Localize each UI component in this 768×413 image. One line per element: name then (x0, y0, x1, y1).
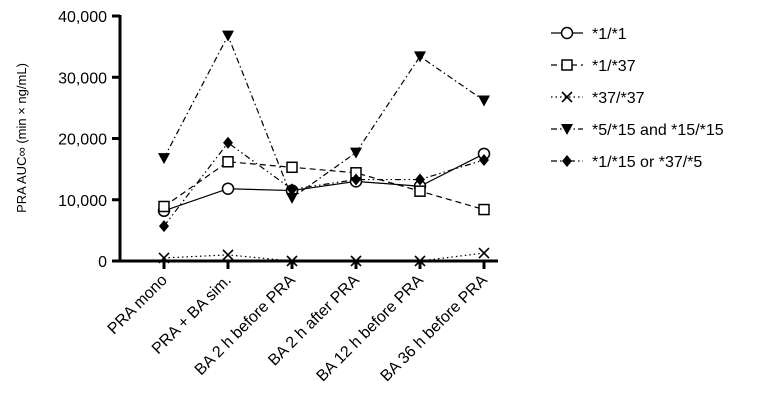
legend-label: *37/*37 (592, 90, 645, 107)
legend-label: *5/*15 and *15/*15 (592, 122, 724, 139)
legend-label: *1/*1 (592, 26, 627, 43)
legend-item: *37/*37 (551, 90, 645, 107)
legend-marker (562, 155, 572, 167)
series-5 (159, 136, 489, 233)
series-1 (157, 147, 491, 218)
y-tick-label: 10,000 (58, 193, 107, 210)
y-tick-label: 20,000 (58, 132, 107, 149)
legend-item: *1/*37 (551, 58, 636, 75)
legend: *1/*1 *1/*37 *37/*37 *5/*15 and *15/*15 *1/*… (551, 26, 724, 171)
data-point (350, 255, 362, 267)
series-line (163, 34, 485, 199)
data-point (223, 136, 233, 149)
series-line (163, 141, 485, 227)
data-point (415, 173, 425, 186)
y-tick-label: 30,000 (58, 70, 107, 87)
series-2 (158, 156, 490, 216)
legend-item: *1/*15 or *37/*5 (551, 154, 702, 171)
legend-marker (561, 124, 573, 135)
y-tick-label: 40,000 (58, 9, 107, 26)
data-point (158, 252, 170, 264)
x-tick-label: BA 36 h before PRA (378, 272, 492, 386)
data-point (478, 247, 490, 259)
data-point (222, 249, 234, 261)
data-point (414, 255, 426, 267)
legend-item: *1/*1 (551, 26, 627, 43)
x-tick-label: PRA mono (105, 272, 171, 338)
legend-marker (560, 26, 574, 40)
legend-label: *1/*37 (592, 58, 636, 75)
series-line (163, 153, 485, 212)
data-point (287, 183, 297, 196)
y-tick-labels: 0 10,000 20,000 30,000 40,000 (58, 9, 107, 271)
legend-label: *1/*15 or *37/*5 (592, 154, 702, 171)
data-point (286, 161, 298, 174)
x-tick-label: BA 12 h before PRA (314, 272, 428, 386)
data-point (479, 153, 489, 166)
legend-marker (561, 91, 573, 103)
axes (112, 14, 498, 269)
y-axis-label: PRA AUC∞ (min × ng/mL) (14, 63, 29, 213)
series-4 (158, 30, 490, 204)
data-point (414, 51, 426, 63)
series-3 (158, 247, 490, 267)
data-point (350, 147, 362, 159)
data-point (222, 30, 234, 42)
data-point (478, 203, 490, 216)
data-point (221, 182, 235, 195)
data-point (158, 200, 170, 213)
series-layer (157, 30, 491, 267)
data-point (414, 185, 426, 197)
y-tick-label: 0 (98, 254, 107, 271)
legend-item: *5/*15 and *15/*15 (551, 122, 724, 139)
legend-marker (561, 59, 573, 71)
data-point (351, 173, 361, 186)
data-point (286, 255, 298, 267)
series-line (163, 161, 485, 211)
data-point (478, 95, 490, 107)
data-point (286, 192, 298, 204)
data-point (222, 156, 234, 168)
data-point (158, 153, 170, 165)
data-point (159, 220, 169, 233)
